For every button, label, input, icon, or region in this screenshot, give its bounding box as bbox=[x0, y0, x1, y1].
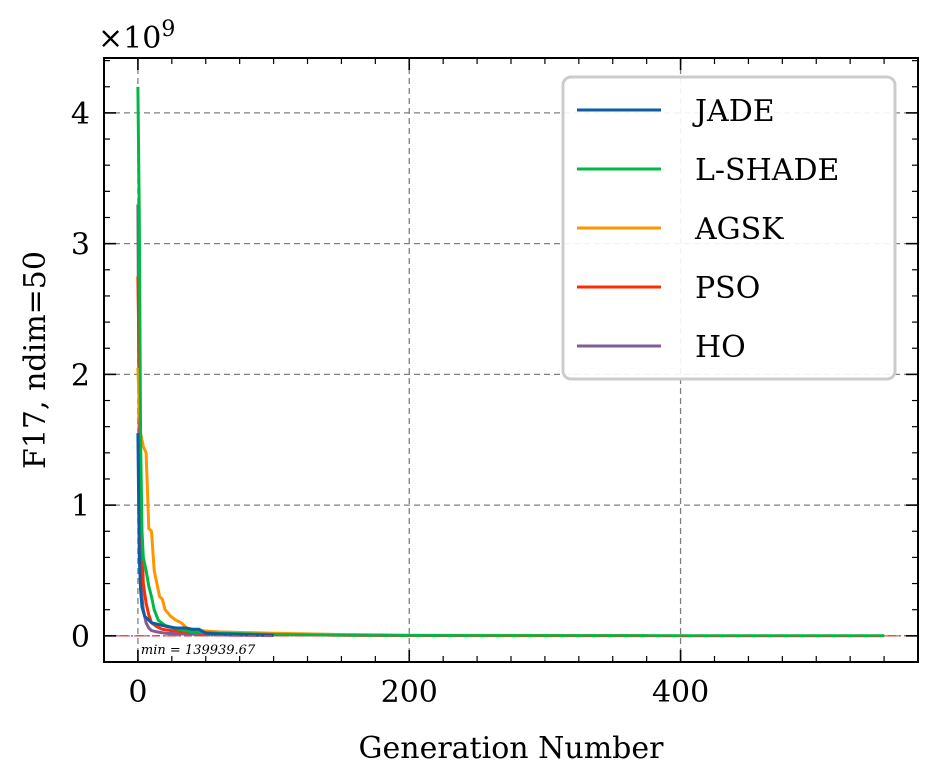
y-tick-label: 2 bbox=[71, 358, 90, 393]
plot-area bbox=[104, 86, 918, 638]
ticks bbox=[103, 58, 919, 663]
legend-label-ho: HO bbox=[695, 330, 746, 365]
x-tick-label: 200 bbox=[381, 675, 438, 710]
legend-label-pso: PSO bbox=[695, 271, 760, 306]
legend-box bbox=[561, 75, 897, 381]
y-axis-title: F17, ndim=50 bbox=[18, 251, 53, 469]
legend-label-l-shade: L-SHADE bbox=[695, 153, 839, 188]
legend-label-jade: JADE bbox=[692, 94, 775, 129]
y-scale-exponent: 9 bbox=[161, 17, 175, 42]
x-axis-title: Generation Number bbox=[359, 731, 665, 766]
y-tick-label: 3 bbox=[71, 228, 90, 263]
tick-labels: 0 200 400 0 1 2 3 4 bbox=[71, 97, 709, 710]
y-scale-factor: ×109 bbox=[98, 17, 175, 56]
legend: JADE L-SHADE AGSK PSO HO bbox=[561, 75, 897, 381]
legend-label-agsk: AGSK bbox=[694, 212, 784, 247]
x-tick-label: 0 bbox=[128, 675, 147, 710]
series-line-jade bbox=[136, 433, 274, 637]
y-tick-label: 1 bbox=[71, 489, 90, 524]
y-tick-label: 0 bbox=[71, 620, 90, 655]
y-tick-label: 4 bbox=[71, 97, 90, 132]
min-annotation: min = 139939.67 bbox=[141, 643, 256, 658]
x-tick-label: 400 bbox=[652, 675, 709, 710]
y-scale-base: ×10 bbox=[98, 21, 161, 56]
